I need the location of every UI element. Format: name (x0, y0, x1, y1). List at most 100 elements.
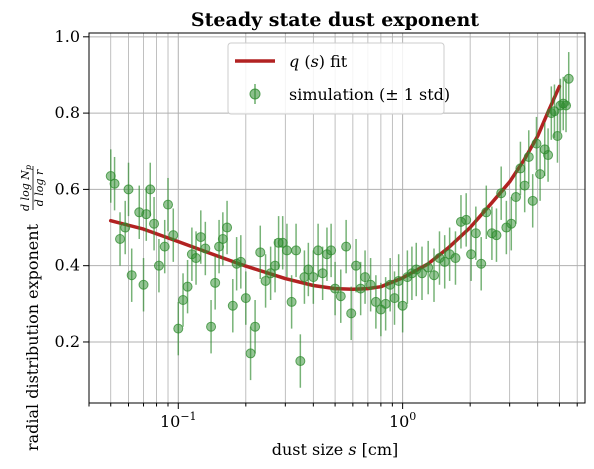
data-point (563, 73, 574, 84)
svg-text:d log Np: d log Np (19, 165, 33, 211)
legend-fit-label: q (s) fit (289, 52, 348, 71)
data-point (195, 232, 206, 243)
plot-frame (88, 32, 586, 404)
legend-sim-swatch (249, 88, 261, 100)
data-point (370, 296, 381, 307)
y-axis-label: radial distribution exponent d log Np d … (19, 165, 46, 451)
data-point (317, 268, 328, 279)
data-point (355, 283, 366, 294)
data-point (335, 291, 346, 302)
data-point (506, 218, 517, 229)
data-point (109, 178, 120, 189)
data-point (552, 130, 563, 141)
data-point (145, 184, 156, 195)
data-point (115, 233, 126, 244)
data-point (519, 180, 530, 191)
data-point (245, 348, 256, 359)
data-point (380, 298, 391, 309)
x-axis-label: dust size s [cm] (272, 440, 399, 459)
data-point (360, 272, 371, 283)
data-point (466, 249, 477, 260)
y-tick-label: 0.6 (55, 179, 80, 198)
data-point (389, 293, 400, 304)
data-point (303, 264, 314, 275)
data-point (561, 100, 572, 111)
data-point (481, 207, 492, 218)
y-tick-label: 1.0 (55, 27, 80, 46)
data-point (295, 356, 306, 367)
data-point (515, 163, 526, 174)
data-point (191, 253, 202, 264)
data-point (531, 138, 542, 149)
data-point (227, 300, 238, 311)
data-point (535, 169, 546, 180)
data-point (341, 241, 352, 252)
data-point (173, 323, 184, 334)
y-tick-label: 0.4 (55, 256, 80, 275)
data-point (153, 260, 164, 271)
data-point (277, 237, 288, 248)
data-point (365, 279, 376, 290)
data-point (385, 279, 396, 290)
data-point (461, 214, 472, 225)
x-tick-label: 100 (389, 410, 416, 431)
data-point (270, 260, 281, 271)
data-point (281, 245, 292, 256)
axis-ticks: 0.2 0.4 0.6 0.8 1.0 10−1 100 (55, 27, 578, 431)
data-point (291, 245, 302, 256)
data-point (200, 243, 211, 254)
data-point (470, 228, 481, 239)
data-point (549, 106, 560, 117)
data-point (217, 233, 228, 244)
data-point (491, 230, 502, 241)
data-point (527, 195, 538, 206)
data-point (351, 260, 362, 271)
data-point (543, 150, 554, 161)
data-point (141, 209, 152, 220)
data-point (510, 192, 521, 203)
data-point (286, 296, 297, 307)
data-point (429, 270, 440, 281)
data-point (397, 300, 408, 311)
data-point (346, 308, 357, 319)
data-point (476, 258, 487, 269)
data-point (255, 247, 266, 258)
legend: q (s) fit simulation (± 1 std) (227, 42, 450, 115)
data-point (182, 281, 193, 292)
data-point (120, 222, 131, 233)
y-tick-label: 0.8 (55, 103, 80, 122)
svg-text:d log r: d log r (33, 169, 46, 206)
data-point (126, 270, 137, 281)
data-point (450, 253, 461, 264)
data-point (260, 275, 271, 286)
data-point (138, 279, 149, 290)
data-point (149, 218, 160, 229)
x-tick-label: 10−1 (160, 410, 197, 431)
data-point (393, 275, 404, 286)
data-point (523, 151, 534, 162)
data-point (222, 222, 233, 233)
data-point (240, 293, 251, 304)
data-point (326, 245, 337, 256)
data-point (423, 262, 434, 273)
data-point (265, 268, 276, 279)
data-point (159, 241, 170, 252)
y-tick-label: 0.2 (55, 332, 80, 351)
legend-sim-label: simulation (± 1 std) (289, 85, 450, 104)
data-point (168, 230, 179, 241)
chart-title: Steady state dust exponent (191, 9, 479, 31)
data-point (178, 295, 189, 306)
data-point (330, 283, 341, 294)
data-point (439, 256, 450, 267)
data-point (235, 256, 246, 267)
data-point (210, 277, 221, 288)
data-point (496, 188, 507, 199)
data-point (163, 199, 174, 210)
data-point (206, 321, 217, 332)
svg-text:radial distribution exponent: radial distribution exponent (23, 223, 42, 451)
scatter-points-layer (105, 52, 574, 388)
data-point (308, 272, 319, 283)
data-point (416, 268, 427, 279)
data-point (123, 184, 134, 195)
